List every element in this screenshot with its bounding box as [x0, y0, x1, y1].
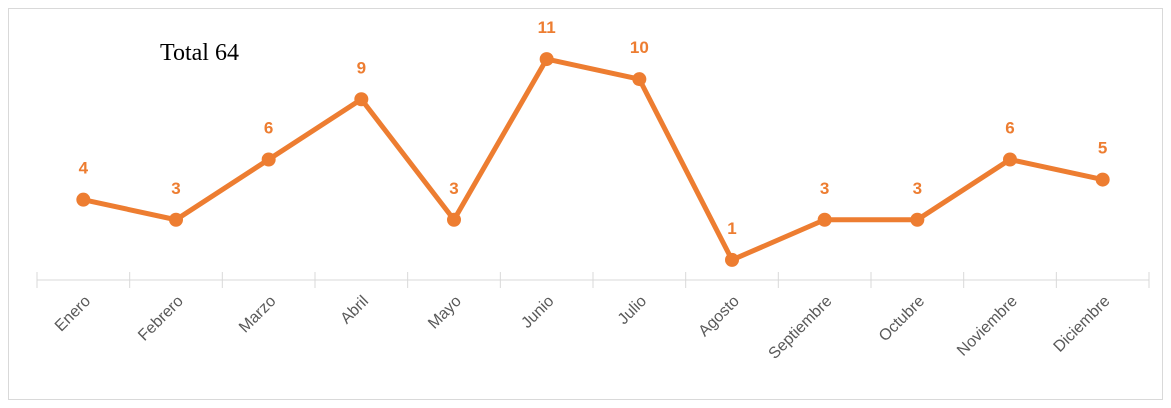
marker [817, 212, 832, 227]
marker [354, 92, 369, 107]
data-label: 3 [913, 179, 922, 198]
data-label: 6 [264, 119, 273, 138]
data-label: 5 [1098, 139, 1107, 158]
marker [910, 212, 925, 227]
data-label: 3 [820, 179, 829, 198]
annotation: Total 64 [160, 40, 239, 66]
data-label: 11 [538, 18, 556, 37]
marker [169, 212, 183, 227]
data-label: 1 [727, 219, 736, 238]
line-series [82, 56, 1104, 263]
data-label: 3 [449, 179, 458, 198]
marker [447, 212, 461, 227]
marker [539, 52, 554, 67]
marker [1003, 152, 1017, 167]
data-label: 9 [357, 58, 366, 77]
marker [261, 152, 276, 167]
marker [725, 252, 739, 267]
data-label: 3 [171, 179, 180, 198]
data-label: 4 [79, 159, 89, 178]
marker [632, 72, 647, 87]
data-label: 6 [1005, 119, 1014, 138]
marker [1095, 172, 1110, 187]
marker [76, 192, 91, 207]
data-label: 10 [630, 38, 649, 57]
